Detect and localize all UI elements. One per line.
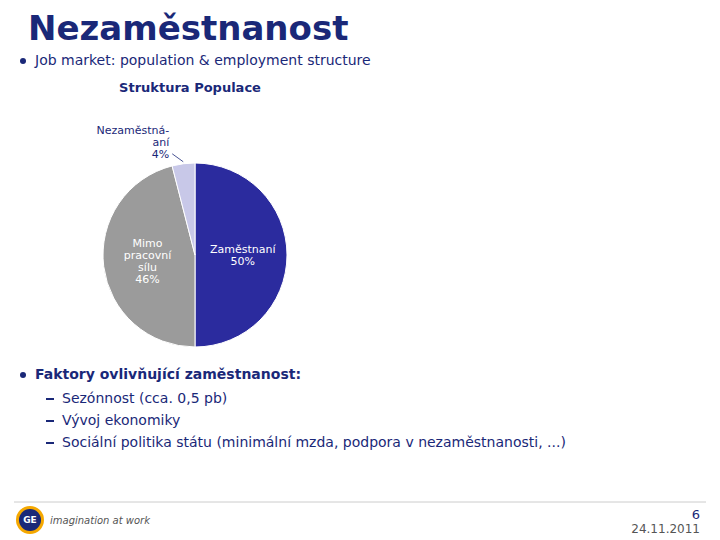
svg-text:Mimopracovnísílu46%: Mimopracovnísílu46%	[124, 236, 173, 285]
html-text:Faktory ovlivňující zaměstnano: Faktory ovlivňující zaměstnanost:	[35, 366, 301, 382]
svg-text:Nezaměstná-aní4%: Nezaměstná-aní4%	[96, 123, 170, 160]
html-text:Struktura Populace: Struktura Populace	[119, 80, 261, 95]
svg-text:6: 6	[692, 507, 700, 522]
html-text:Sezónnost (cca. 0,5 pb): Sezónnost (cca. 0,5 pb)	[62, 390, 228, 406]
html-text:Sociální politika státu (minim: Sociální politika státu (minimální mzda,…	[62, 434, 566, 450]
html-text:Job market: population & emplo: Job market: population & employment stru…	[35, 52, 371, 68]
svg-text:GE: GE	[23, 515, 37, 525]
html-text:Nezaměstnanost: Nezaměstnanost	[28, 8, 349, 48]
svg-text:Zaměstnaní50%: Zaměstnaní50%	[210, 243, 276, 268]
svg-text:24.11.2011: 24.11.2011	[631, 522, 700, 536]
html-text:Vývoj ekonomiky: Vývoj ekonomiky	[62, 412, 181, 428]
svg-text:imagination at work: imagination at work	[50, 515, 151, 526]
